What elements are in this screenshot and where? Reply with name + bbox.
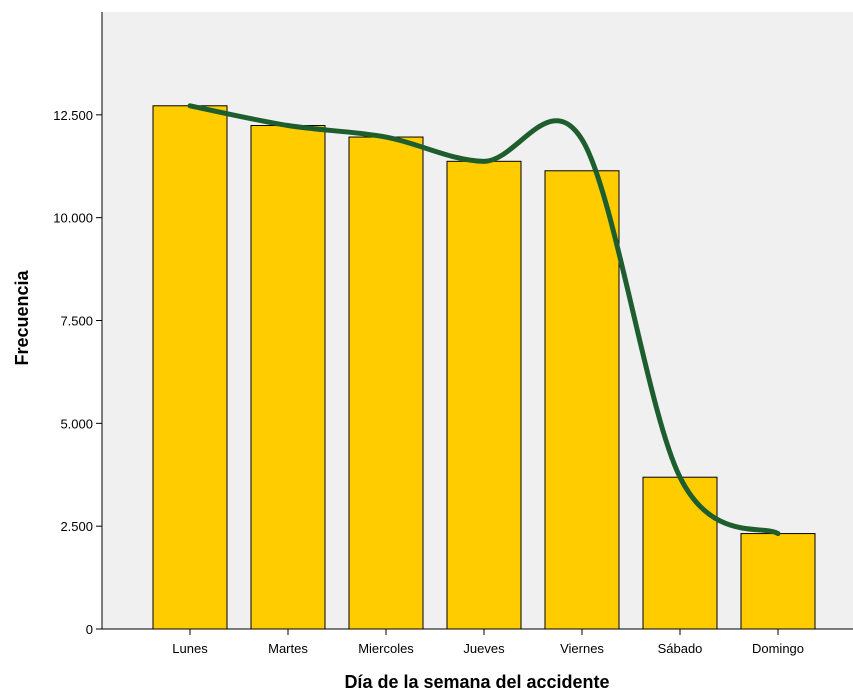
y-tick-label: 12.500 <box>53 108 93 123</box>
x-tick-label: Sábado <box>658 641 703 656</box>
y-axis-ticks: 0 2.500 5.000 7.500 10.000 12.500 <box>53 108 102 637</box>
y-axis-title: Frecuencia <box>12 269 32 365</box>
x-tick-label: Jueves <box>463 641 505 656</box>
y-tick-label: 7.500 <box>60 314 93 329</box>
x-axis-ticks: Lunes Martes Miercoles Jueves Viernes Sábado D… <box>172 629 804 656</box>
y-tick-label: 5.000 <box>60 416 93 431</box>
y-tick-label: 2.500 <box>60 519 93 534</box>
bar-miercoles <box>348 136 424 630</box>
x-axis-title: Día de la semana del accidente <box>344 672 609 692</box>
bars-group <box>152 105 816 630</box>
bar-lunes <box>152 105 228 630</box>
bar-domingo <box>740 533 816 630</box>
bar-viernes <box>544 170 620 630</box>
x-tick-label: Martes <box>268 641 308 656</box>
trend-line <box>187 103 781 537</box>
y-tick-label: 0 <box>86 622 93 637</box>
x-tick-label: Domingo <box>752 641 804 656</box>
x-tick-label: Miercoles <box>358 641 414 656</box>
bar-sábado <box>642 476 718 630</box>
y-tick-label: 10.000 <box>53 211 93 226</box>
bar-martes <box>250 125 326 630</box>
bar-jueves <box>446 160 522 630</box>
x-tick-label: Viernes <box>560 641 604 656</box>
x-tick-label: Lunes <box>172 641 208 656</box>
